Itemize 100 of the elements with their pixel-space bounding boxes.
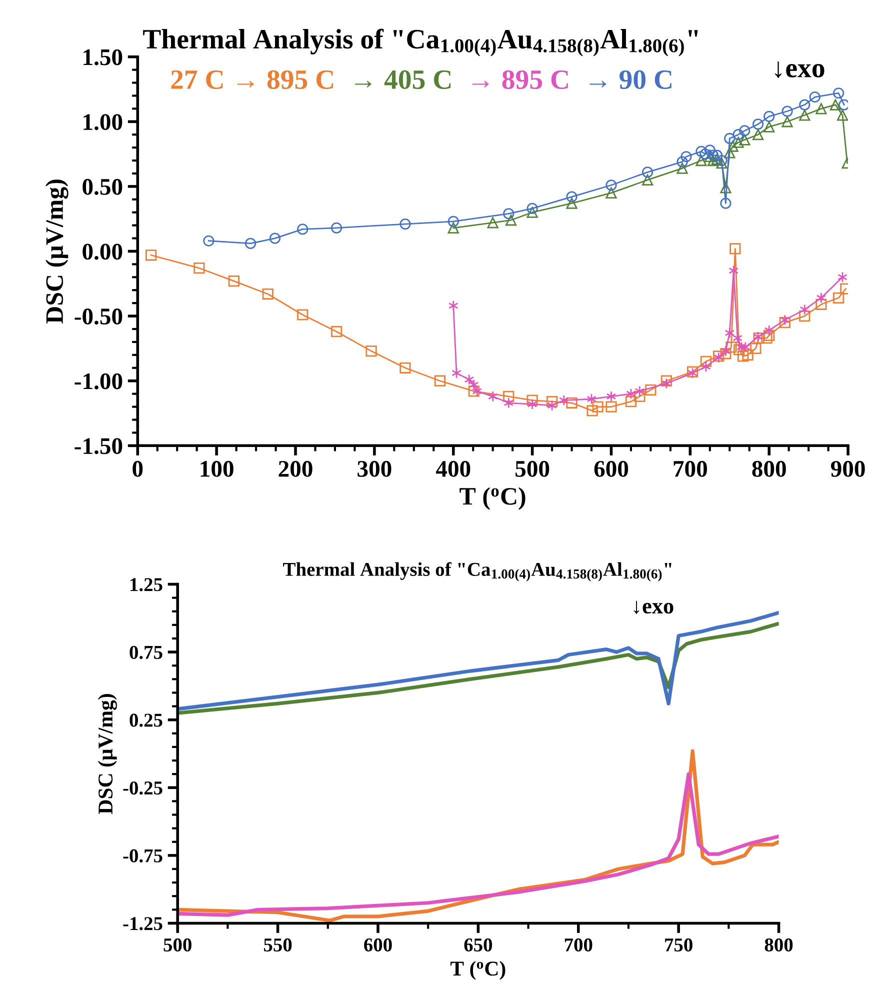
x-tick-label: 700	[674, 460, 707, 477]
y-tick-label: -1.50	[74, 438, 122, 454]
point	[472, 386, 482, 397]
x-tick-label: 0	[132, 460, 143, 477]
point	[816, 103, 827, 114]
x-tick-label: 800	[764, 938, 793, 952]
point	[720, 198, 732, 209]
x-tick-label: 600	[364, 938, 392, 952]
point	[448, 216, 459, 227]
point	[696, 154, 707, 166]
point	[366, 345, 377, 357]
chart-title: Thermal Analysis of "Ca$_{1.00(4)}$Au$_{4.158(8)}$Al$_{1.80(6)}$"	[283, 562, 672, 582]
x-tick-label: 200	[278, 460, 312, 477]
point	[764, 121, 775, 132]
y-tick-label: 0.75	[130, 646, 162, 660]
point	[146, 250, 157, 261]
point	[724, 147, 736, 158]
point	[330, 222, 342, 234]
point	[434, 375, 446, 386]
point	[566, 198, 578, 209]
y-tick-label: 0.25	[130, 714, 162, 727]
point	[750, 342, 762, 354]
y-tick-label: 1.25	[130, 578, 162, 592]
point	[739, 125, 750, 136]
point	[634, 386, 645, 397]
x-tick-label: 750	[665, 938, 692, 952]
point	[626, 388, 636, 400]
annotation: ↓exo	[775, 62, 824, 78]
point	[297, 224, 308, 235]
point	[464, 374, 474, 386]
point	[452, 368, 462, 379]
point	[716, 154, 728, 166]
point	[730, 243, 741, 254]
point	[547, 400, 557, 412]
point	[800, 304, 810, 316]
point	[606, 180, 617, 191]
point	[592, 401, 604, 412]
point	[526, 206, 538, 218]
point	[732, 136, 744, 148]
y-tick-label: -1.25	[123, 917, 162, 930]
point	[736, 342, 746, 353]
point	[503, 208, 514, 220]
y-tick-label: -0.50	[74, 308, 122, 325]
text: 27 C → 895 C	[171, 70, 334, 90]
point	[782, 106, 793, 117]
x-tick-label: 500	[516, 460, 550, 477]
point	[505, 214, 517, 226]
x-axis-title: T ($^{o}$C)	[460, 487, 526, 510]
text: → 90 C	[590, 70, 672, 90]
y-tick-label: -0.75	[123, 849, 162, 862]
point	[203, 235, 214, 246]
point	[330, 326, 342, 338]
line-series	[178, 772, 779, 917]
point	[503, 390, 514, 402]
point	[487, 217, 498, 228]
point	[724, 132, 736, 144]
point	[704, 144, 716, 156]
point	[752, 129, 764, 140]
point	[782, 116, 793, 128]
point	[606, 401, 617, 412]
point	[680, 151, 692, 162]
point	[642, 174, 654, 186]
point	[400, 218, 411, 230]
point	[720, 348, 732, 360]
point	[586, 405, 598, 416]
point	[558, 394, 569, 406]
point	[700, 148, 711, 160]
point	[727, 140, 738, 152]
point	[708, 154, 719, 166]
point	[780, 314, 790, 326]
point	[586, 393, 596, 405]
x-tick-label: 700	[564, 938, 592, 952]
point	[244, 238, 256, 250]
point	[468, 386, 480, 397]
text: → 405 C	[354, 70, 451, 90]
point	[645, 384, 656, 396]
point	[660, 375, 672, 386]
point	[634, 390, 646, 402]
point	[799, 110, 810, 121]
point	[809, 91, 820, 103]
x-tick-label: 900	[830, 460, 865, 477]
point	[708, 150, 719, 161]
point	[764, 324, 774, 336]
y-tick-label: 0.00	[82, 244, 122, 260]
point	[504, 397, 514, 408]
y-tick-label: -1.00	[74, 373, 122, 390]
point	[400, 362, 411, 374]
point	[816, 292, 826, 304]
x-tick-label: 550	[264, 938, 292, 952]
point	[700, 356, 712, 367]
point	[194, 262, 205, 274]
point	[448, 222, 459, 234]
x-tick-label: 400	[436, 460, 470, 477]
point	[262, 288, 274, 300]
point	[764, 110, 775, 122]
point	[738, 350, 749, 362]
point	[742, 349, 754, 360]
y-tick-label: 1.00	[84, 114, 122, 130]
y-tick-label: 0.50	[82, 178, 122, 195]
point	[625, 396, 637, 408]
